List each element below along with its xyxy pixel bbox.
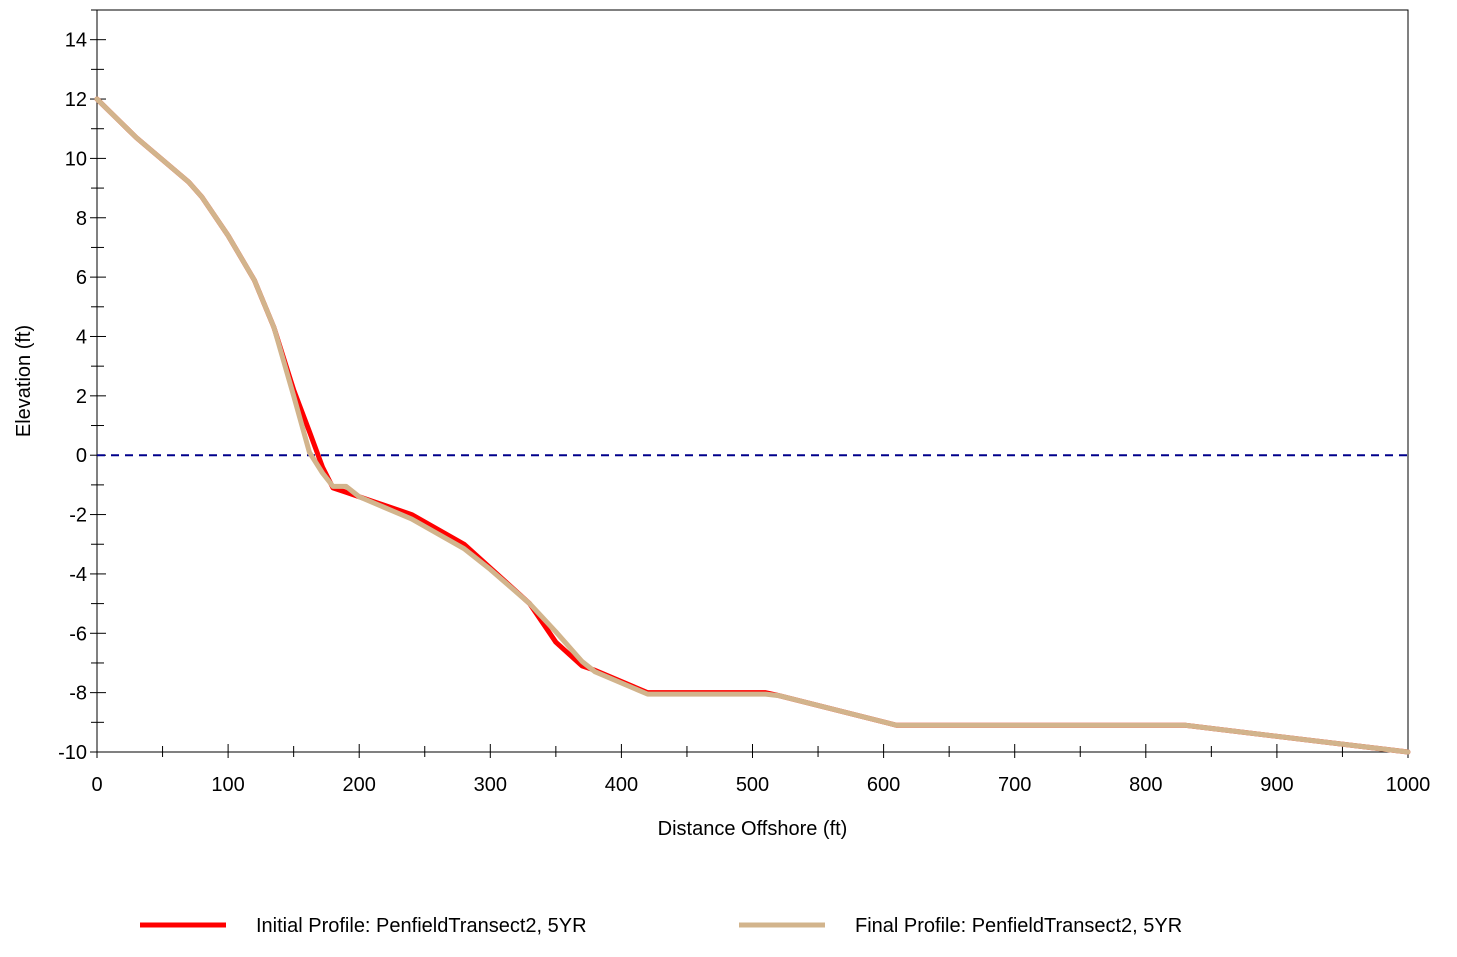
x-tick-label: 400 [605,774,638,796]
initial-profile-line [94,96,1411,755]
y-tick-label: 14 [65,30,87,52]
y-tick-label: 8 [76,208,87,230]
legend-label-final: Final Profile: PenfieldTransect2, 5YR [855,915,1182,937]
y-tick-label: -2 [69,505,87,527]
x-tick-label: 900 [1260,774,1293,796]
y-tick-label: 6 [76,267,87,289]
x-tick-label: 200 [343,774,376,796]
y-axis-title: Elevation (ft) [13,325,35,437]
legend-label-initial: Initial Profile: PenfieldTransect2, 5YR [256,915,587,937]
y-tick-label: -6 [69,623,87,645]
x-tick-label: 300 [474,774,507,796]
plot-frame [96,9,1409,753]
legend: Initial Profile: PenfieldTransect2, 5YR F… [140,915,1182,937]
x-tick-label: 0 [91,774,102,796]
x-tick-label: 600 [867,774,900,796]
y-tick-label: -10 [58,742,87,764]
y-tick-label: -8 [69,683,87,705]
y-tick-label: -4 [69,564,87,586]
x-tick-label: 700 [998,774,1031,796]
y-tick-label: 12 [65,89,87,111]
x-tick-label: 1000 [1386,774,1431,796]
x-axis-title: Distance Offshore (ft) [658,818,848,840]
x-tick-label: 100 [211,774,244,796]
final-profile-line [94,96,1411,755]
y-tick-label: 10 [65,148,87,170]
y-tick-label: 0 [76,445,87,467]
x-tick-label: 500 [736,774,769,796]
y-tick-label: 2 [76,386,87,408]
x-tick-label: 800 [1129,774,1162,796]
y-tick-label: 4 [76,326,87,348]
